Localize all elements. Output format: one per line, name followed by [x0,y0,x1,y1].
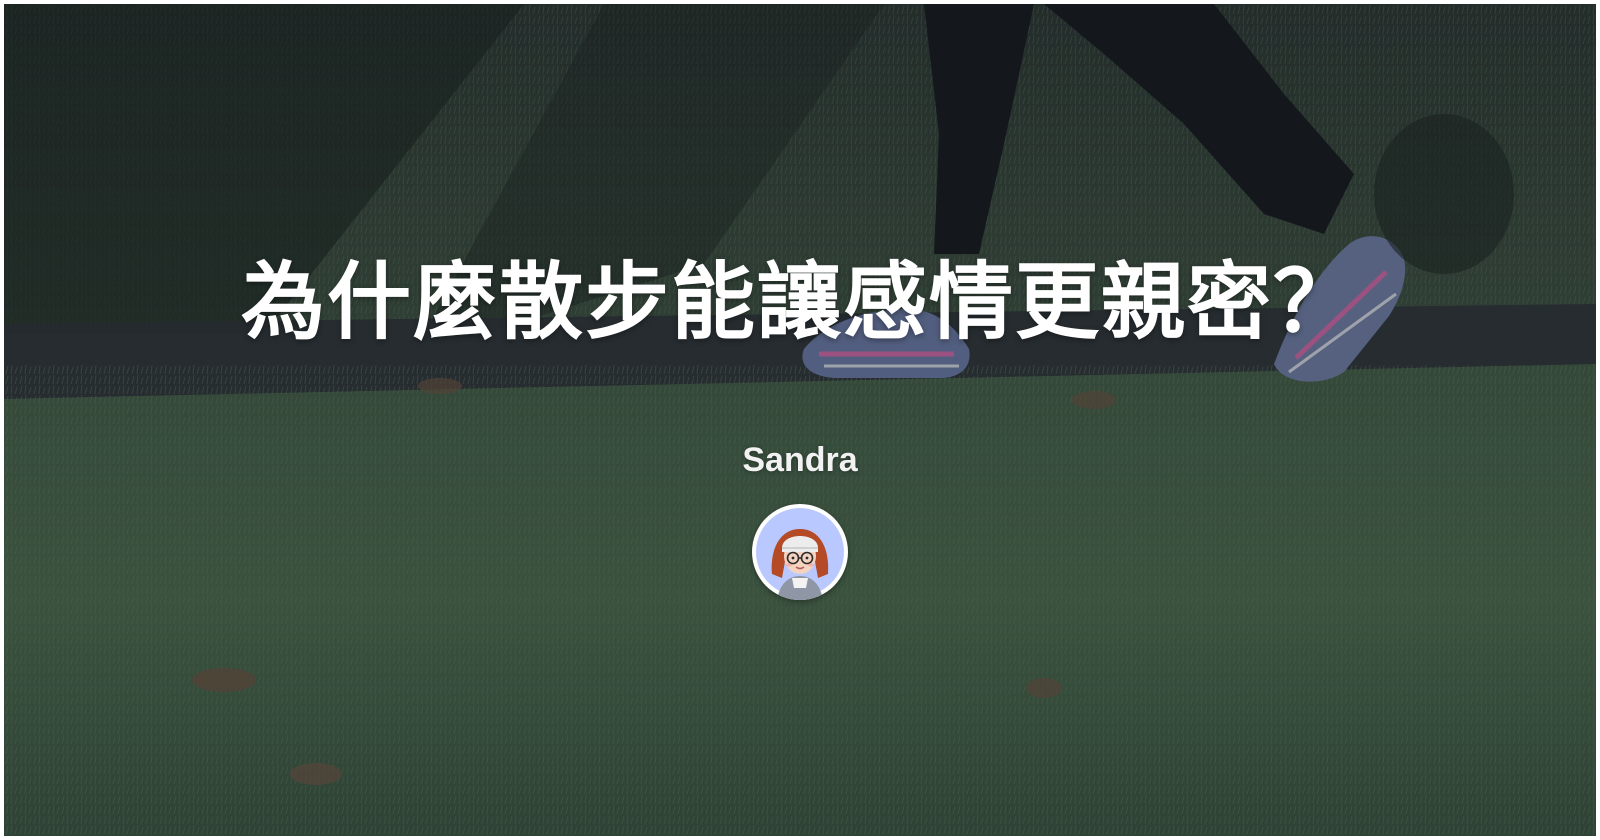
cover-title: 為什麼散步能讓感情更親密？ [240,253,1359,351]
background-photo [4,4,1596,836]
author-avatar[interactable] [752,504,848,600]
author-name[interactable]: Sandra [742,441,858,479]
dark-overlay [4,4,1596,836]
cover-card: 為什麼散步能讓感情更親密？ Sandra [4,4,1596,836]
cartoon-avatar-icon [756,508,844,600]
